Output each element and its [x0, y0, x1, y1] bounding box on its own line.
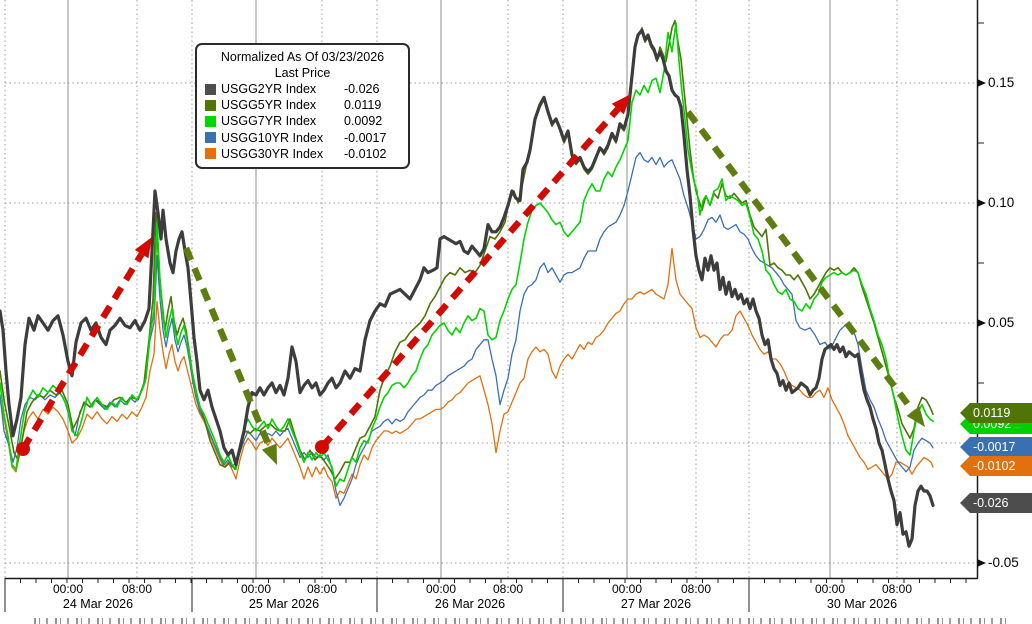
series-usgg7yr — [0, 22, 934, 488]
y-major-tick-arrow — [977, 199, 986, 207]
price-tag-usgg5yr: 0.0119 — [960, 403, 1032, 423]
trend-arrow-shaft — [183, 246, 273, 448]
series-color-swatch — [205, 116, 216, 127]
price-tag-usgg2yr: -0.026 — [960, 493, 1032, 513]
series-usgg30yr — [0, 247, 934, 499]
series-color-swatch — [205, 132, 216, 144]
y-axis-label: -0.05 — [988, 555, 1019, 571]
legend-item-value: -0.0017 — [344, 130, 387, 145]
y-major-tick-arrow — [977, 79, 986, 87]
legend-item-value: 0.0092 — [344, 114, 383, 129]
legend-item-value: 0.0119 — [344, 98, 382, 113]
date-label: 25 Mar 2026 — [248, 597, 320, 611]
price-tag-usgg30yr: -0.0102 — [960, 456, 1032, 476]
legend-item-label: USGG7YR Index — [221, 114, 317, 129]
legend-subtitle: Last Price — [274, 66, 331, 80]
date-label: 24 Mar 2026 — [62, 597, 134, 611]
legend-item: USGG5YR Index 0.0119 — [205, 97, 400, 113]
time-label-0800: 08:00 — [492, 582, 524, 596]
series-color-swatch — [205, 99, 216, 111]
trend-arrow-head — [906, 406, 925, 427]
legend-title: Normalized As Of 03/23/2026 — [220, 50, 385, 64]
trend-arrow-start-dot — [315, 440, 329, 454]
legend-item-value: -0.0102 — [344, 146, 387, 161]
legend-item: USGG30YR Index -0.0102 — [205, 146, 400, 162]
legend: Normalized As Of 03/23/2026 Last Price U… — [195, 43, 410, 170]
trend-arrow-shaft — [685, 110, 916, 413]
series-color-swatch — [205, 148, 216, 160]
time-label-0000: 00:00 — [52, 582, 84, 596]
trend-arrow-head — [134, 237, 152, 259]
price-tag-usgg10yr: -0.0017 — [960, 437, 1032, 457]
y-axis-label: 0.15 — [988, 75, 1015, 91]
date-label: 30 Mar 2026 — [826, 597, 898, 611]
series-color-swatch — [205, 83, 216, 95]
y-major-tick-arrow — [977, 319, 986, 327]
legend-item: USGG2YR Index -0.026 — [205, 81, 400, 97]
date-label: 27 Mar 2026 — [620, 597, 692, 611]
legend-item: USGG7YR Index 0.0092 — [205, 113, 400, 129]
time-label-0000: 00:00 — [425, 582, 457, 596]
date-label: 26 Mar 2026 — [434, 597, 506, 611]
y-major-tick-arrow — [977, 559, 986, 567]
y-axis-label: 0.10 — [988, 195, 1015, 211]
time-label-0800: 08:00 — [680, 582, 712, 596]
series-usgg10yr — [0, 151, 934, 507]
time-label-0800: 08:00 — [121, 582, 153, 596]
cropped-text-row — [34, 618, 1012, 624]
time-label-0800: 08:00 — [881, 582, 913, 596]
trend-arrow-shaft — [319, 106, 621, 450]
legend-item-label: USGG2YR Index — [221, 82, 317, 96]
legend-item-value: -0.026 — [344, 82, 380, 96]
legend-item: USGG10YR Index -0.0017 — [205, 130, 400, 146]
time-label-0000: 00:00 — [240, 582, 272, 596]
legend-item-label: USGG5YR Index — [221, 98, 317, 113]
y-axis-label: 0.05 — [988, 315, 1015, 331]
trend-arrow-start-dot — [16, 442, 30, 456]
time-label-0800: 08:00 — [306, 582, 338, 596]
time-label-0000: 00:00 — [814, 582, 846, 596]
time-label-0000: 00:00 — [611, 582, 643, 596]
trend-arrow-head — [611, 94, 631, 115]
series-usgg2yr — [0, 28, 935, 548]
trend-arrow-shaft — [20, 252, 145, 451]
legend-item-label: USGG30YR Index — [221, 146, 324, 161]
legend-item-label: USGG10YR Index — [221, 130, 324, 145]
trend-arrow-head — [261, 443, 277, 465]
